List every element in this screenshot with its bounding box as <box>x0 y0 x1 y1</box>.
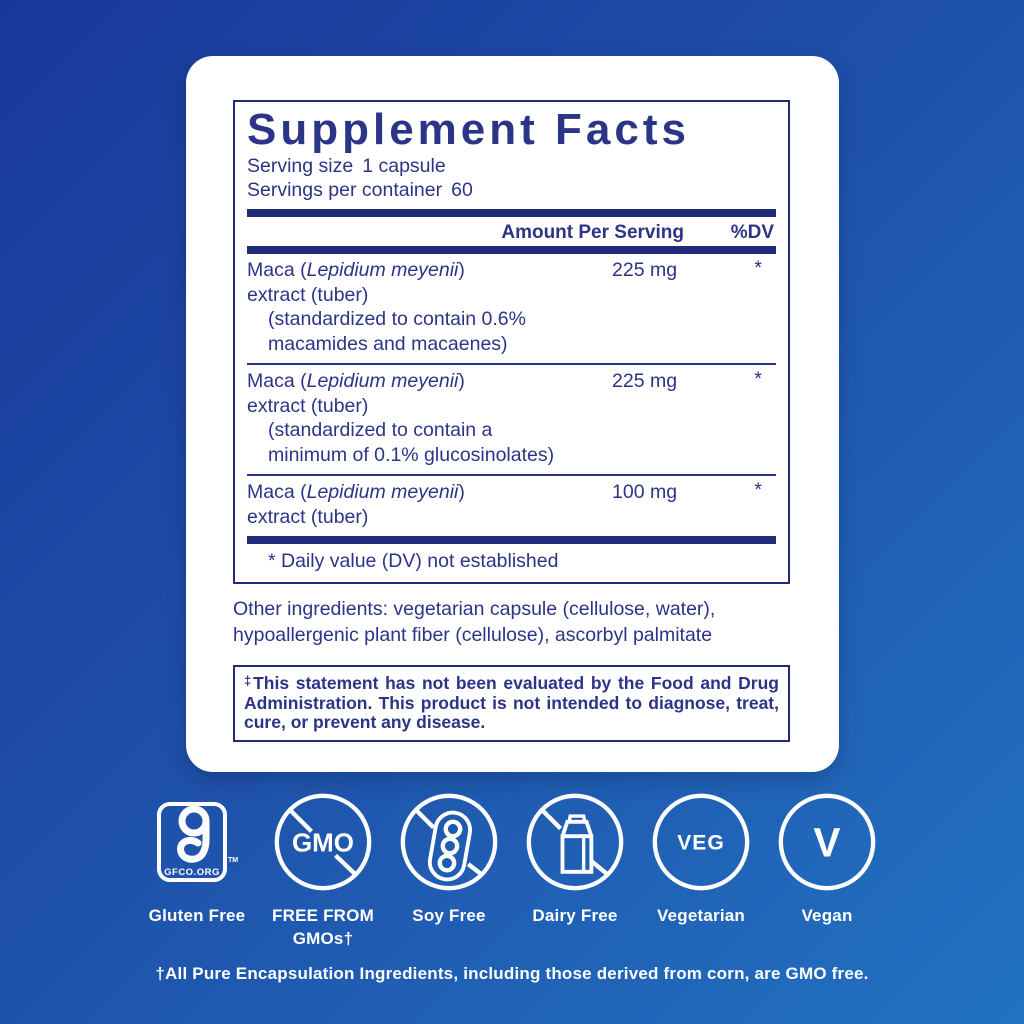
fda-disclaimer-text: This statement has not been evaluated by… <box>244 673 779 732</box>
serving-size-value: 1 capsule <box>362 155 446 177</box>
gmo-circle-text: GMO <box>292 828 354 858</box>
gmo-free-footnote: †All Pure Encapsulation Ingredients, inc… <box>155 964 869 983</box>
supplement-facts-panel: Supplement Facts Serving size 1 capsule S… <box>233 100 790 584</box>
ingredient-name-latin: Lepidium meyenii <box>306 481 459 503</box>
ingredient-amount: 225 mg <box>612 370 678 392</box>
ingredient-name-pre: Maca ( <box>247 259 307 281</box>
ingredient-name-pre: Maca ( <box>247 370 307 392</box>
dv-footnote: * Daily value (DV) not established <box>268 550 559 572</box>
badge-gluten-free: GFCO.ORG TM Gluten Free <box>134 791 260 950</box>
gfco-org-text: GFCO.ORG <box>164 867 220 878</box>
badge-label: Vegetarian <box>657 906 745 925</box>
badge-label: Dairy Free <box>532 906 618 925</box>
ingredient-name: Maca (Lepidium meyenii) <box>247 480 587 505</box>
dv-header: %DV <box>730 222 774 243</box>
table-row: Maca (Lepidium meyenii) extract (tuber) … <box>247 476 776 536</box>
ingredient-name-post: ) <box>458 481 465 503</box>
badge-vegan: V Vegan <box>764 791 890 950</box>
thick-divider <box>247 536 776 544</box>
badge-label-line: GMOs† <box>292 929 354 948</box>
vegan-circle-text: V <box>814 819 841 865</box>
badge-label: Soy Free <box>412 906 486 925</box>
ingredient-detail: (standardized to contain 0.6% <box>268 308 526 330</box>
ingredient-name-latin: Lepidium meyenii <box>306 259 459 281</box>
panel-title: Supplement Facts <box>247 105 690 154</box>
table-row: Maca (Lepidium meyenii) extract (tuber) … <box>247 365 776 474</box>
table-header-row: Amount Per Serving %DV <box>247 217 776 246</box>
trademark-text: TM <box>228 857 238 864</box>
ingredient-detail: minimum of 0.1% glucosinolates) <box>268 443 555 466</box>
thick-divider <box>247 246 776 254</box>
serving-size-label: Serving size <box>247 155 354 177</box>
ingredient-name-line2: extract (tuber) <box>247 505 369 528</box>
veg-circle-text: VEG <box>677 832 725 855</box>
double-dagger-mark: ‡ <box>244 673 254 688</box>
badge-vegetarian: VEG Vegetarian <box>638 791 764 950</box>
badge-gmo-free: GMO FREE FROM GMOs† <box>260 791 386 950</box>
veg-icon: VEG <box>651 791 751 893</box>
other-ingredients-line: hypoallergenic plant fiber (cellulose), … <box>233 623 713 646</box>
ingredient-name-line2: extract (tuber) <box>247 394 369 417</box>
ingredient-detail: macamides and macaenes) <box>268 332 508 355</box>
no-soy-icon <box>399 791 499 893</box>
ingredient-detail: (standardized to contain a <box>268 419 493 441</box>
no-gmo-icon: GMO <box>273 791 373 893</box>
servings-per-container-line: Servings per container 60 <box>247 178 776 202</box>
ingredient-dv: * <box>754 257 762 279</box>
thin-divider <box>247 363 776 365</box>
ingredient-name: Maca (Lepidium meyenii) <box>247 369 587 394</box>
ingredient-name: Maca (Lepidium meyenii) <box>247 258 587 283</box>
gfco-gluten-free-icon: GFCO.ORG TM <box>151 791 243 893</box>
badge-dairy-free: Dairy Free <box>512 791 638 950</box>
certification-badges-row: GFCO.ORG TM Gluten Free GMO FREE FROM GM… <box>0 791 1024 950</box>
ingredient-name-latin: Lepidium meyenii <box>306 370 459 392</box>
ingredient-amount: 100 mg <box>612 481 678 503</box>
fda-disclaimer-box: ‡This statement has not been evaluated b… <box>233 665 790 742</box>
badge-label: Gluten Free <box>148 906 246 925</box>
serving-size-line: Serving size 1 capsule <box>247 154 776 178</box>
thin-divider <box>247 474 776 476</box>
other-ingredients: Other ingredients: vegetarian capsule (c… <box>233 597 790 648</box>
ingredient-name-line2: extract (tuber) <box>247 283 369 306</box>
vegan-icon: V <box>777 791 877 893</box>
servings-per-container-value: 60 <box>451 179 473 201</box>
badge-label: FREE FROM GMOs† <box>272 904 374 950</box>
badge-label: Vegan <box>801 906 853 925</box>
label-card: Supplement Facts Serving size 1 capsule S… <box>186 56 839 772</box>
ingredient-dv: * <box>754 368 762 390</box>
amount-per-serving-header: Amount Per Serving <box>501 222 684 243</box>
other-ingredients-line: Other ingredients: vegetarian capsule (c… <box>233 598 716 620</box>
servings-per-container-label: Servings per container <box>247 179 443 201</box>
no-dairy-icon <box>525 791 625 893</box>
thick-divider <box>247 209 776 217</box>
ingredient-name-pre: Maca ( <box>247 481 307 503</box>
ingredient-name-post: ) <box>458 370 465 392</box>
ingredient-dv: * <box>754 479 762 501</box>
ingredient-amount: 225 mg <box>612 259 678 281</box>
ingredient-name-post: ) <box>458 259 465 281</box>
badge-label-line: FREE FROM <box>272 906 374 925</box>
badge-soy-free: Soy Free <box>386 791 512 950</box>
table-row: Maca (Lepidium meyenii) extract (tuber) … <box>247 254 776 363</box>
